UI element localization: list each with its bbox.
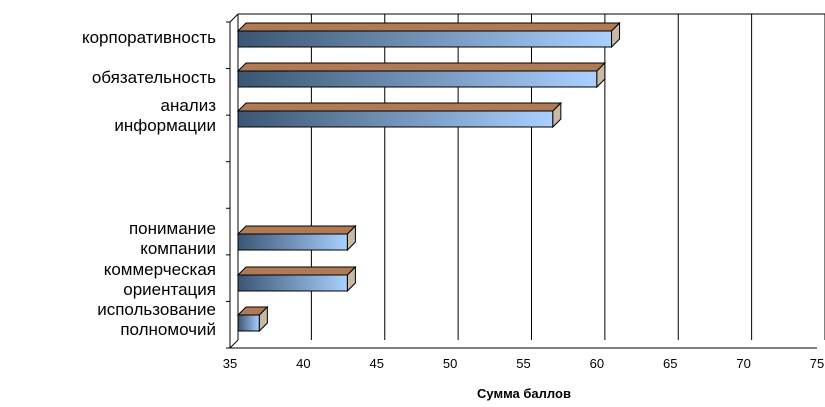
bar — [236, 224, 357, 252]
category-label: корпоративность — [82, 28, 216, 47]
x-tick-label: 40 — [296, 356, 310, 371]
category-label: полномочий — [120, 320, 216, 339]
category-label: коммерческая — [104, 260, 216, 279]
category-label: ориентация — [123, 280, 216, 299]
category-label: использование — [97, 300, 216, 319]
bar-top-face — [236, 225, 357, 235]
axis-corner — [229, 13, 239, 23]
bar-side-face — [258, 305, 268, 333]
bar — [236, 101, 563, 129]
bar — [236, 61, 607, 89]
bar-top-face — [236, 22, 621, 32]
bar-side-face — [346, 265, 356, 293]
category-label: анализ — [160, 96, 216, 115]
category-label: обязательность — [92, 68, 216, 87]
bar-front-face — [237, 233, 348, 251]
x-tick-label: 55 — [516, 356, 530, 371]
floor-corner — [229, 339, 239, 349]
x-tick-label: 35 — [223, 356, 237, 371]
bar-front-face — [237, 110, 554, 128]
category-label: информации — [114, 116, 216, 135]
bar-side-face — [596, 61, 606, 89]
x-tick-labels: 35 40 45 50 55 60 65 70 75 — [223, 356, 824, 371]
bar-top-face — [236, 266, 357, 276]
bar-front-face — [237, 274, 348, 292]
category-labels: корпоративность обязательность анализинфор… — [82, 28, 216, 339]
bar-front-face — [237, 314, 260, 332]
bar-side-face — [552, 101, 562, 129]
bar-side-face — [611, 21, 621, 49]
category-label: компании — [140, 239, 216, 258]
bar — [236, 305, 269, 333]
x-tick-label: 75 — [810, 356, 824, 371]
x-tick-label: 45 — [370, 356, 384, 371]
x-axis-title: Сумма баллов — [477, 386, 571, 401]
bar — [236, 21, 621, 49]
bar-top-face — [236, 102, 563, 112]
bar — [236, 265, 357, 293]
bar-top-face — [236, 62, 607, 72]
bar-front-face — [237, 30, 613, 48]
bar-side-face — [346, 224, 356, 252]
x-tick-label: 65 — [663, 356, 677, 371]
x-tick-label: 50 — [443, 356, 457, 371]
bar-front-face — [237, 70, 598, 88]
x-tick-label: 60 — [590, 356, 604, 371]
category-label: понимание — [129, 219, 216, 238]
bars — [236, 21, 621, 333]
x-tick-label: 70 — [736, 356, 750, 371]
